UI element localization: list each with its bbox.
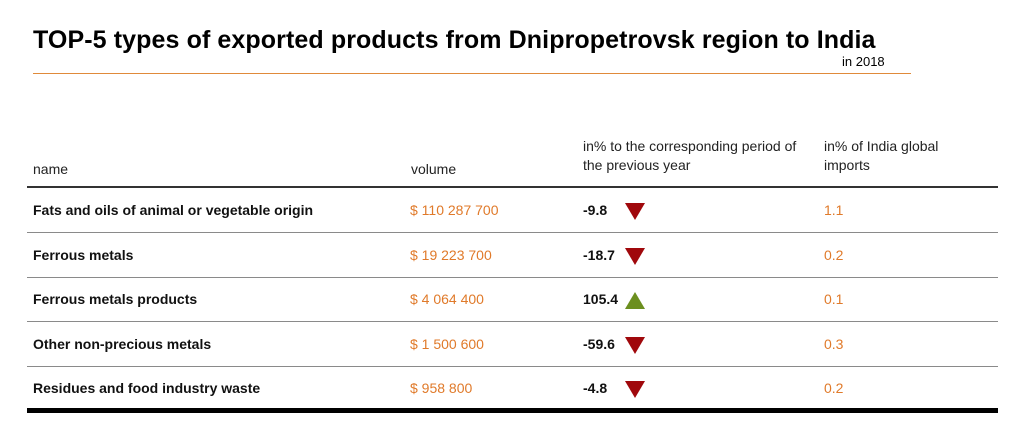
change-percent: 105.4 <box>583 291 619 308</box>
export-volume: $ 1 500 600 <box>410 335 484 352</box>
import-share: 0.2 <box>824 380 844 397</box>
product-name: Residues and food industry waste <box>33 380 261 397</box>
row-divider <box>27 321 998 323</box>
import-share: 0.3 <box>824 335 844 352</box>
import-share: 0.2 <box>824 246 844 263</box>
table-row: Other non-precious metals $ 1 500 600 -59.… <box>27 323 998 367</box>
table-row: Ferrous metals $ 19 223 700 -18.7 0.2 <box>27 234 998 278</box>
column-header-share: in% of India global imports <box>824 138 939 173</box>
row-divider <box>27 276 998 278</box>
table-row: Residues and food industry waste $ 958 80… <box>27 367 998 411</box>
chart-title: TOP-5 types of exported products from Dn… <box>33 26 876 54</box>
column-header-change: in% to the corresponding period of the p… <box>583 138 797 173</box>
column-header-name: name <box>33 161 69 177</box>
import-share: 0.1 <box>824 291 844 308</box>
export-volume: $ 958 800 <box>410 380 473 397</box>
column-header-volume: volume <box>411 161 457 177</box>
change-percent: -59.6 <box>583 335 615 352</box>
export-volume: $ 4 064 400 <box>410 291 484 308</box>
export-volume: $ 110 287 700 <box>410 202 499 218</box>
title-divider <box>33 73 911 74</box>
change-percent: -18.7 <box>583 246 615 263</box>
product-name: Ferrous metals <box>33 246 134 263</box>
row-divider <box>27 365 998 367</box>
triangle-down-icon <box>625 381 645 399</box>
change-percent: -9.8 <box>583 202 608 218</box>
triangle-down-icon <box>625 247 645 265</box>
triangle-down-icon <box>625 203 645 220</box>
table-bottom-rule <box>27 408 998 413</box>
product-name: Other non-precious metals <box>33 335 212 352</box>
export-volume: $ 19 223 700 <box>410 246 492 263</box>
header-divider <box>27 186 998 188</box>
triangle-down-icon <box>625 336 645 354</box>
triangle-up-icon <box>625 292 645 310</box>
product-name: Fats and oils of animal or vegetable ori… <box>33 202 314 218</box>
table-row: Fats and oils of animal or vegetable ori… <box>27 189 998 233</box>
row-divider <box>27 232 998 233</box>
import-share: 1.1 <box>824 202 844 218</box>
chart-subtitle: in 2018 <box>842 54 885 69</box>
change-percent: -4.8 <box>583 380 608 397</box>
product-name: Ferrous metals products <box>33 291 198 308</box>
table-row: Ferrous metals products $ 4 064 400 105.4 0… <box>27 278 998 323</box>
